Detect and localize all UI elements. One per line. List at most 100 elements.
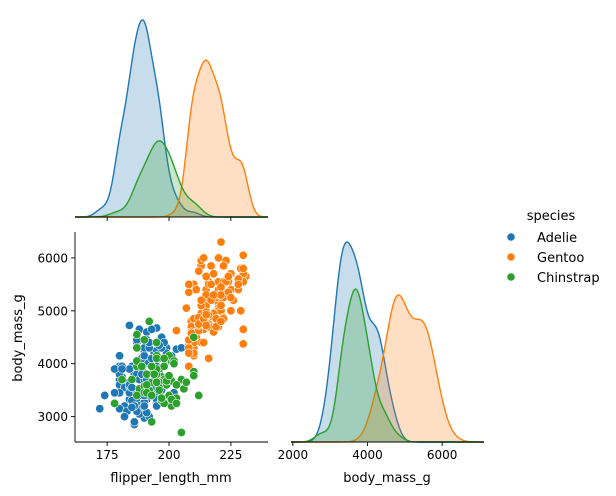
scatter-point-adelie	[124, 320, 134, 330]
legend-entry-gentoo: Gentoo	[506, 251, 584, 266]
scatter-point-chinstrap	[154, 385, 164, 395]
scatter-y-tick-label: 5000	[37, 304, 68, 318]
scatter-point-adelie	[115, 351, 125, 361]
x-axis-label-flipper-length: flipper_length_mm	[110, 471, 231, 486]
scatter-point-gentoo	[199, 338, 209, 348]
scatter-point-chinstrap	[142, 380, 152, 390]
flipper-density-fill-chinstrap	[75, 140, 268, 217]
scatter-point-chinstrap	[147, 361, 157, 371]
scatter-point-adelie	[127, 402, 137, 412]
scatter-point-chinstrap	[171, 380, 181, 390]
scatter-point-chinstrap	[152, 377, 162, 387]
legend-entry-adelie: Adelie	[506, 231, 577, 246]
scatter-point-chinstrap	[110, 398, 120, 408]
scatter-x-tick-label: 175	[96, 448, 119, 462]
scatter-point-gentoo	[238, 250, 248, 260]
scatter-point-adelie	[110, 388, 120, 398]
scatter-point-gentoo	[226, 306, 236, 316]
scatter-point-adelie	[127, 383, 137, 393]
scatter-point-gentoo	[201, 271, 211, 281]
scatter-point-gentoo	[216, 301, 226, 311]
legend-marker-chinstrap	[506, 272, 516, 282]
scatter-point-chinstrap	[152, 338, 162, 348]
scatter-point-gentoo	[184, 279, 194, 289]
scatter-point-gentoo	[216, 237, 226, 247]
body-mass-density-x-tick-label: 6000	[427, 448, 458, 462]
body-mass-density-fill-gentoo	[291, 294, 484, 442]
body-mass-density-x-tick-label: 2000	[278, 448, 309, 462]
scatter-point-gentoo	[206, 279, 216, 289]
legend-label-chinstrap: Chinstrap	[537, 271, 600, 286]
scatter-point-adelie	[100, 390, 110, 400]
scatter-point-chinstrap	[164, 371, 174, 381]
legend-label-adelie: Adelie	[537, 231, 577, 246]
scatter-point-chinstrap	[132, 390, 142, 400]
scatter-point-gentoo	[201, 320, 211, 330]
scatter-point-chinstrap	[176, 427, 186, 437]
scatter-point-chinstrap	[144, 316, 154, 326]
legend-title: species	[527, 209, 576, 224]
scatter-point-chinstrap	[159, 353, 169, 363]
scatter-point-gentoo	[216, 282, 226, 292]
scatter-point-gentoo	[238, 324, 248, 334]
scatter-point-chinstrap	[189, 371, 199, 381]
body-mass-density-fill-adelie	[291, 242, 484, 442]
scatter-point-gentoo	[218, 261, 228, 271]
scatter-point-chinstrap	[139, 335, 149, 345]
scatter-point-adelie	[129, 417, 139, 427]
y-axis-label-body-mass: body_mass_g	[11, 294, 26, 382]
scatter-point-gentoo	[184, 348, 194, 358]
scatter-point-adelie	[147, 324, 157, 334]
scatter-point-gentoo	[209, 290, 219, 300]
scatter-point-chinstrap	[169, 359, 179, 369]
scatter-point-chinstrap	[149, 369, 159, 379]
scatter-point-gentoo	[233, 279, 243, 289]
body-mass-density-panel: 2000 4000 6000	[278, 241, 484, 462]
scatter-point-chinstrap	[147, 417, 157, 427]
scatter-point-gentoo	[238, 263, 248, 273]
scatter-point-chinstrap	[147, 390, 157, 400]
legend-marker-gentoo	[506, 252, 516, 262]
scatter-point-gentoo	[201, 310, 211, 320]
legend-label-gentoo: Gentoo	[537, 251, 584, 266]
legend-entry-chinstrap: Chinstrap	[506, 271, 600, 286]
scatter-point-gentoo	[194, 266, 204, 276]
scatter-point-chinstrap	[127, 375, 137, 385]
scatter-point-chinstrap	[132, 330, 142, 340]
scatter-x-tick-label: 225	[219, 448, 242, 462]
scatter-point-chinstrap	[159, 361, 169, 371]
scatter-point-gentoo	[196, 295, 206, 305]
scatter-point-gentoo	[191, 285, 201, 295]
scatter-point-chinstrap	[157, 393, 167, 403]
scatter-point-chinstrap	[132, 343, 142, 353]
scatter-point-adelie	[139, 351, 149, 361]
species-legend: species Adelie Gentoo Chinstrap	[506, 209, 600, 286]
scatter-y-tick-label: 6000	[37, 251, 68, 265]
scatter-point-gentoo	[204, 353, 214, 363]
scatter-point-gentoo	[181, 303, 191, 313]
scatter-point-gentoo	[236, 306, 246, 316]
scatter-point-adelie	[139, 401, 149, 411]
scatter-point-adelie	[95, 404, 105, 414]
scatter-point-gentoo	[238, 339, 248, 349]
scatter-point-gentoo	[226, 293, 236, 303]
scatter-x-tick-label: 200	[158, 448, 181, 462]
flipper-density-fill-adelie	[75, 19, 268, 217]
flipper-density-fill-gentoo	[75, 60, 268, 218]
flipper-vs-body-mass-scatter-panel: 175 200 225 3000 4000 5000 6000	[37, 232, 268, 462]
x-axis-label-body-mass: body_mass_g	[343, 471, 431, 486]
scatter-point-gentoo	[206, 261, 216, 271]
flipper-length-density-panel	[75, 19, 269, 221]
scatter-point-gentoo	[223, 271, 233, 281]
scatter-point-chinstrap	[181, 377, 191, 387]
scatter-point-gentoo	[199, 253, 209, 263]
scatter-point-gentoo	[216, 316, 226, 326]
scatter-point-chinstrap	[117, 375, 127, 385]
scatter-point-adelie	[119, 412, 129, 422]
scatter-point-chinstrap	[171, 398, 181, 408]
scatter-point-chinstrap	[137, 361, 147, 371]
body-mass-density-fill-chinstrap	[291, 289, 484, 442]
scatter-point-chinstrap	[189, 332, 199, 342]
scatter-point-gentoo	[214, 253, 224, 263]
